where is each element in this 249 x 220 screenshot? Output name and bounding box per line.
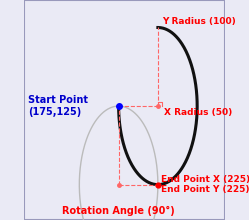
Text: Y Radius (100): Y Radius (100) (162, 17, 236, 26)
Text: End Point Y (225): End Point Y (225) (161, 185, 249, 194)
Text: Rotation Angle (90°): Rotation Angle (90°) (62, 205, 175, 216)
Text: X Radius (50): X Radius (50) (164, 108, 232, 117)
Text: Start Point
(175,125): Start Point (175,125) (28, 95, 88, 117)
Text: End Point X (225): End Point X (225) (161, 175, 249, 184)
